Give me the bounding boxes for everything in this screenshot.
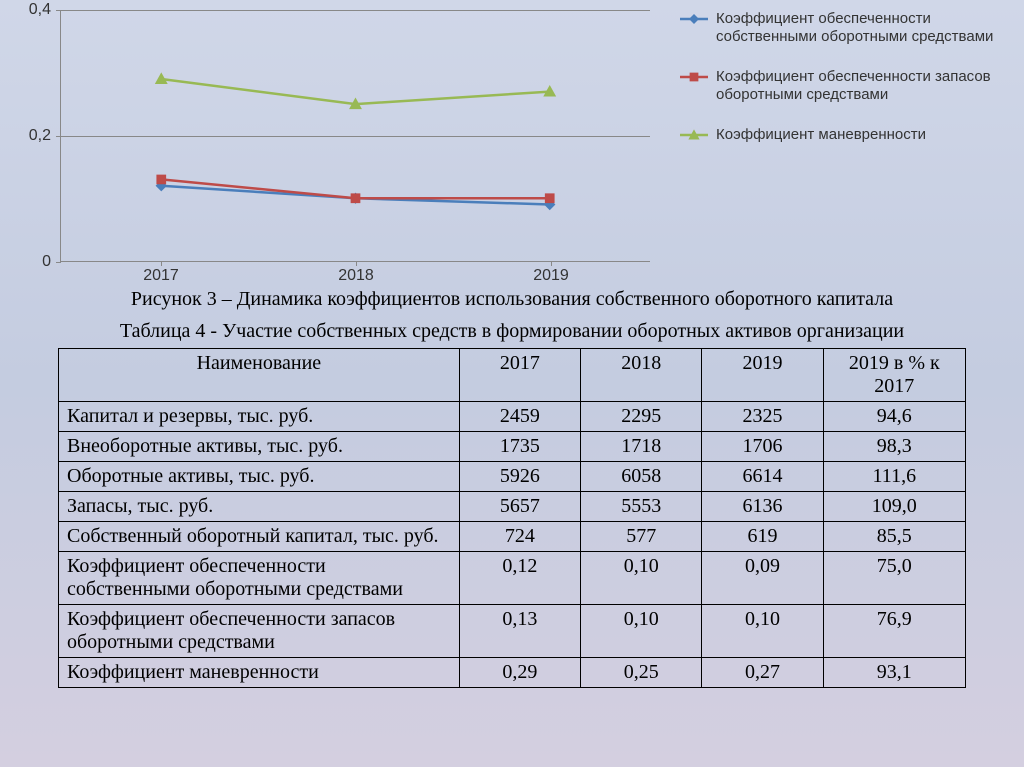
row-value-cell: 5926	[459, 462, 580, 492]
legend-item: Коэффициент маневренности	[680, 126, 1014, 144]
y-tick-label: 0	[42, 253, 51, 271]
row-value-cell: 1718	[581, 432, 702, 462]
column-header: 2018	[581, 349, 702, 402]
row-value-cell: 0,25	[581, 658, 702, 688]
row-value-cell: 0,10	[581, 605, 702, 658]
square-marker-icon	[680, 68, 708, 86]
chart-plot: 00,20,4201720182019	[60, 10, 650, 262]
row-value-cell: 577	[581, 522, 702, 552]
x-tick-label: 2017	[143, 267, 179, 285]
row-value-cell: 0,10	[702, 605, 823, 658]
row-value-cell: 724	[459, 522, 580, 552]
legend-item: Коэффициент обеспеченности собственными …	[680, 10, 1014, 46]
legend-label: Коэффициент обеспеченности собственными …	[716, 10, 1014, 46]
column-header: 2017	[459, 349, 580, 402]
legend-item: Коэффициент обеспеченности запасов оборо…	[680, 68, 1014, 104]
row-value-cell: 0,12	[459, 552, 580, 605]
row-value-cell: 0,27	[702, 658, 823, 688]
row-name-cell: Оборотные активы, тыс. руб.	[59, 462, 460, 492]
figure-caption: Рисунок 3 – Динамика коэффициентов испол…	[0, 286, 1024, 312]
row-value-cell: 6058	[581, 462, 702, 492]
row-name-cell: Коэффициент обеспеченности собственными …	[59, 552, 460, 605]
row-value-cell: 6614	[702, 462, 823, 492]
legend-label: Коэффициент маневренности	[716, 126, 926, 144]
row-value-cell: 0,13	[459, 605, 580, 658]
row-value-cell: 76,9	[823, 605, 965, 658]
column-header: 2019	[702, 349, 823, 402]
table-row: Капитал и резервы, тыс. руб.245922952325…	[59, 402, 966, 432]
row-name-cell: Собственный оборотный капитал, тыс. руб.	[59, 522, 460, 552]
chart-area: 00,20,4201720182019 Коэффициент обеспече…	[0, 0, 1024, 280]
row-value-cell: 2295	[581, 402, 702, 432]
table-row: Коэффициент обеспеченности собственными …	[59, 552, 966, 605]
row-value-cell: 109,0	[823, 492, 965, 522]
row-name-cell: Внеоборотные активы, тыс. руб.	[59, 432, 460, 462]
row-value-cell: 2325	[702, 402, 823, 432]
column-header: Наименование	[59, 349, 460, 402]
row-value-cell: 111,6	[823, 462, 965, 492]
row-value-cell: 0,10	[581, 552, 702, 605]
table-row: Собственный оборотный капитал, тыс. руб.…	[59, 522, 966, 552]
y-tick-label: 0,2	[29, 127, 51, 145]
table-row: Оборотные активы, тыс. руб.5926605866141…	[59, 462, 966, 492]
row-name-cell: Капитал и резервы, тыс. руб.	[59, 402, 460, 432]
row-value-cell: 2459	[459, 402, 580, 432]
row-value-cell: 1735	[459, 432, 580, 462]
row-name-cell: Запасы, тыс. руб.	[59, 492, 460, 522]
column-header: 2019 в % к 2017	[823, 349, 965, 402]
table-row: Запасы, тыс. руб.565755536136109,0	[59, 492, 966, 522]
row-value-cell: 75,0	[823, 552, 965, 605]
row-value-cell: 93,1	[823, 658, 965, 688]
row-value-cell: 5657	[459, 492, 580, 522]
row-name-cell: Коэффициент маневренности	[59, 658, 460, 688]
row-value-cell: 94,6	[823, 402, 965, 432]
triangle-marker-icon	[680, 126, 708, 144]
y-tick-label: 0,4	[29, 1, 51, 19]
diamond-marker-icon	[680, 10, 708, 28]
x-tick-label: 2018	[338, 267, 374, 285]
table-row: Коэффициент маневренности0,290,250,2793,…	[59, 658, 966, 688]
row-value-cell: 0,09	[702, 552, 823, 605]
table-caption: Таблица 4 - Участие собственных средств …	[0, 318, 1024, 344]
table-row: Внеоборотные активы, тыс. руб.1735171817…	[59, 432, 966, 462]
table-row: Коэффициент обеспеченности запасов оборо…	[59, 605, 966, 658]
legend-label: Коэффициент обеспеченности запасов оборо…	[716, 68, 1014, 104]
row-value-cell: 6136	[702, 492, 823, 522]
x-tick-label: 2019	[533, 267, 569, 285]
row-value-cell: 1706	[702, 432, 823, 462]
table-header-row: Наименование2017201820192019 в % к 2017	[59, 349, 966, 402]
row-name-cell: Коэффициент обеспеченности запасов оборо…	[59, 605, 460, 658]
row-value-cell: 5553	[581, 492, 702, 522]
row-value-cell: 619	[702, 522, 823, 552]
chart-legend: Коэффициент обеспеченности собственными …	[680, 10, 1014, 166]
row-value-cell: 85,5	[823, 522, 965, 552]
data-table: Наименование2017201820192019 в % к 2017 …	[58, 348, 966, 688]
row-value-cell: 0,29	[459, 658, 580, 688]
table-body: Капитал и резервы, тыс. руб.245922952325…	[59, 402, 966, 688]
row-value-cell: 98,3	[823, 432, 965, 462]
